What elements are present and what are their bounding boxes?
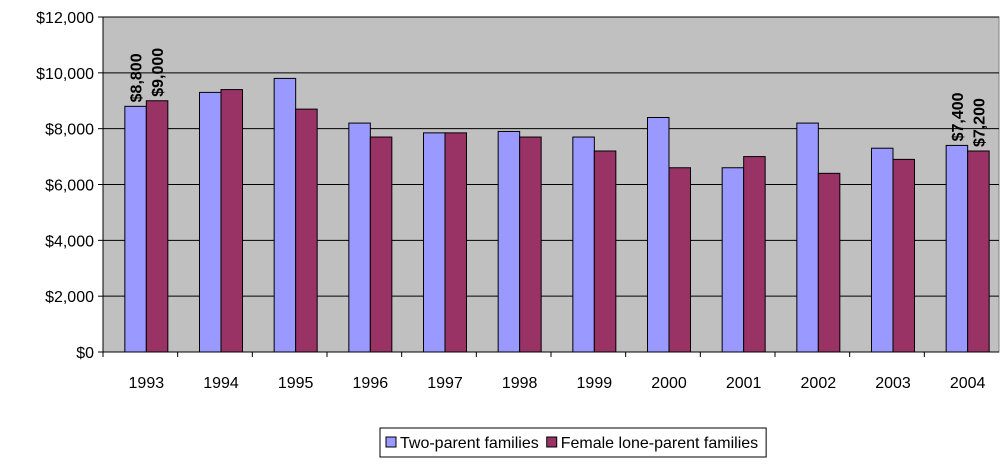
legend-swatch [546,436,558,448]
x-tick-label: 1998 [502,375,538,392]
bar [796,122,819,353]
y-tick-label: $10,000 [36,66,94,83]
legend-box [379,427,767,458]
bar [572,136,595,353]
legend: Two-parent families Female lone-parent fa… [379,427,767,458]
value-label: $7,400 [950,92,967,141]
x-tick-label: 2003 [875,375,911,392]
x-tick-label: 2000 [651,375,687,392]
legend-label: Female lone-parent families [561,435,758,452]
bar [220,89,243,353]
bar [273,77,297,353]
x-tick-label: 1997 [427,375,463,392]
bar [145,100,169,353]
x-tick-label: 1999 [577,375,613,392]
legend-label: Two-parent families [400,435,539,452]
value-label: $8,800 [129,53,146,102]
bar [593,150,617,353]
legend-swatch [385,436,397,448]
y-tick-label: $2,000 [45,289,94,306]
x-tick-label: 2001 [726,375,762,392]
y-tick-label: $6,000 [45,178,94,195]
x-tick-label: 1994 [203,375,239,392]
y-tick-label: $0 [76,345,94,362]
value-label: $9,000 [150,48,167,97]
y-tick-label: $12,000 [36,10,94,27]
bar [892,158,915,353]
bar [743,156,766,353]
bar [444,132,467,353]
value-label: $7,200 [971,98,988,147]
bar [348,122,371,353]
y-tick-label: $4,000 [45,233,94,250]
bar [945,144,969,353]
bar [369,136,393,353]
bar [721,167,745,353]
bar [497,130,521,353]
y-tick-label: $8,000 [45,122,94,139]
bar [647,117,670,353]
x-tick-label: 1995 [278,375,314,392]
bar [124,105,147,353]
bar [199,91,222,353]
bar [519,136,542,353]
bar [871,147,894,353]
x-tick-label: 1993 [129,375,165,392]
bar [668,167,691,353]
x-tick-label: 1996 [353,375,389,392]
bar [295,108,318,353]
bar [967,150,990,353]
bar [817,172,841,353]
x-tick-label: 2002 [801,375,837,392]
bar [423,132,446,353]
x-tick-label: 2004 [950,375,986,392]
